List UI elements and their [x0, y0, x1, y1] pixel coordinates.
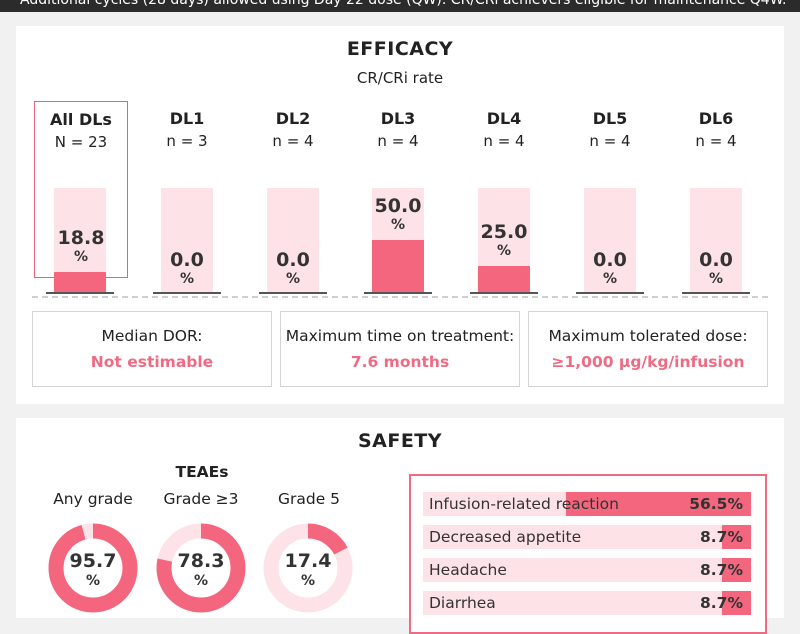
bar-value-unit: %: [496, 243, 512, 259]
bar: [478, 266, 530, 292]
stat-max-time-on-treatment: Maximum time on treatment: 7.6 months: [280, 311, 520, 387]
stat-label: Maximum tolerated dose:: [548, 327, 748, 345]
ae-row-diarrhea: Diarrhea 8.7%: [423, 591, 751, 615]
bar-category-label: DL6: [698, 109, 734, 128]
efficacy-subtitle: CR/CRi rate: [356, 69, 444, 87]
bar-value-unit: %: [602, 271, 618, 287]
safety-title: SAFETY: [357, 430, 443, 452]
bar-category-label: DL3: [380, 109, 416, 128]
bar-baseline: [576, 292, 644, 294]
ae-bar: [722, 558, 751, 582]
bar-baseline: [470, 292, 538, 294]
bar-category-label: All DLs: [50, 110, 112, 129]
bar-track: [267, 188, 319, 292]
efficacy-title: EFFICACY: [346, 38, 454, 60]
stat-median-dor: Median DOR: Not estimable: [32, 311, 272, 387]
bar-category-label: DL2: [275, 109, 311, 128]
stat-value: Not estimable: [90, 353, 214, 371]
bar-value-label: 0.0: [276, 249, 310, 271]
bar-value-label: 0.0: [699, 249, 733, 271]
bar-column-dl2: DL2 n = 4 0.0%: [246, 101, 340, 294]
ae-row-decreased-appetite: Decreased appetite 8.7%: [423, 525, 751, 549]
ae-name: Diarrhea: [429, 594, 496, 612]
bar-track: [690, 188, 742, 292]
stat-max-tolerated-dose: Maximum tolerated dose: ≥1,000 µg/kg/inf…: [528, 311, 768, 387]
bar-track: [584, 188, 636, 292]
bar-baseline: [364, 292, 432, 294]
bar-n-label: n = 4: [589, 132, 631, 150]
bar-category-label: DL5: [592, 109, 628, 128]
adverse-events-list: Infusion-related reaction 56.5% Decreased …: [409, 474, 767, 634]
bar-value-unit: %: [179, 271, 195, 287]
donut-value-label: 17.4: [284, 550, 332, 572]
bar-value-unit: %: [285, 271, 301, 287]
stat-value: ≥1,000 µg/kg/infusion: [551, 353, 745, 371]
bar-value-label: 0.0: [170, 249, 204, 271]
ae-bar: [722, 525, 751, 549]
ae-name: Decreased appetite: [429, 528, 582, 546]
ae-value: 8.7%: [700, 528, 743, 546]
bar: [372, 240, 424, 292]
bar-n-label: n = 4: [483, 132, 525, 150]
bar-n-label: n = 4: [695, 132, 737, 150]
donut-chart-any-grade: 95.7%: [47, 522, 139, 614]
bar-baseline: [259, 292, 327, 294]
bar: [54, 272, 106, 292]
donut-value-unit: %: [193, 573, 209, 589]
bar-column-dl5: DL5 n = 4 0.0%: [563, 101, 657, 294]
ae-value: 56.5%: [689, 495, 743, 513]
stat-label: Median DOR:: [101, 327, 203, 345]
header-note: Additional cycles (28 days) allowed usin…: [20, 0, 787, 8]
bar-baseline: [46, 292, 114, 294]
donut-value-unit: %: [85, 573, 101, 589]
stat-value: 7.6 months: [350, 353, 450, 371]
bar-category-label: DL4: [486, 109, 522, 128]
bar-column-dl1: DL1 n = 3 0.0%: [140, 101, 234, 294]
bar-value-label: 0.0: [593, 249, 627, 271]
donut-category-label: Any grade: [53, 490, 133, 508]
bar-n-label: n = 4: [272, 132, 314, 150]
ae-value: 8.7%: [700, 594, 743, 612]
teae-title: TEAEs: [175, 463, 229, 481]
bar-category-label: DL1: [169, 109, 205, 128]
header-note-bar: Additional cycles (28 days) allowed usin…: [0, 0, 800, 12]
bar-value-unit: %: [708, 271, 724, 287]
donut-value-label: 78.3: [177, 550, 225, 572]
safety-panel: SAFETY TEAEs Any grade 95.7% Grade ≥3 78.3%…: [16, 418, 784, 634]
bar-value-unit: %: [73, 249, 89, 265]
bar-value-label: 50.0: [374, 195, 422, 217]
ae-row-headache: Headache 8.7%: [423, 558, 751, 582]
stat-label: Maximum time on treatment:: [285, 327, 515, 345]
ae-row-infusion-related-reaction: Infusion-related reaction 56.5%: [423, 492, 751, 516]
bar-track: [161, 188, 213, 292]
ae-bar: [566, 492, 751, 516]
bar-track: [478, 188, 530, 292]
donut-category-label: Grade ≥3: [163, 490, 239, 508]
bar-n-label: N = 23: [54, 133, 108, 151]
bar-column-dl3: DL3 n = 4 50.0%: [351, 101, 445, 294]
bar-track: [54, 188, 106, 292]
bar-value-unit: %: [390, 217, 406, 233]
section-divider: [32, 296, 768, 298]
donut-slice: [263, 523, 353, 613]
efficacy-panel: EFFICACY CR/CRi rate All DLs N = 23 18.8% D…: [16, 26, 784, 404]
ae-value: 8.7%: [700, 561, 743, 579]
ae-name: Headache: [429, 561, 507, 579]
bar-value-label: 25.0: [480, 221, 528, 243]
bar-n-label: n = 3: [166, 132, 208, 150]
bar-column-dl6: DL6 n = 4 0.0%: [669, 101, 763, 294]
donut-value-label: 95.7: [69, 550, 117, 572]
bar-baseline: [682, 292, 750, 294]
donut-value-unit: %: [300, 573, 316, 589]
bar-track: [372, 188, 424, 292]
donut-category-label: Grade 5: [277, 490, 341, 508]
bar-column-all-dls: All DLs N = 23 18.8%: [34, 101, 128, 294]
donut-chart-grade-3: 78.3%: [155, 522, 247, 614]
bar-n-label: n = 4: [377, 132, 419, 150]
bar-baseline: [153, 292, 221, 294]
donut-chart-grade-5: 17.4%: [262, 522, 354, 614]
bar-value-label: 18.8: [57, 227, 105, 249]
bar-column-dl4: DL4 n = 4 25.0%: [457, 101, 551, 294]
ae-name: Infusion-related reaction: [429, 495, 619, 513]
